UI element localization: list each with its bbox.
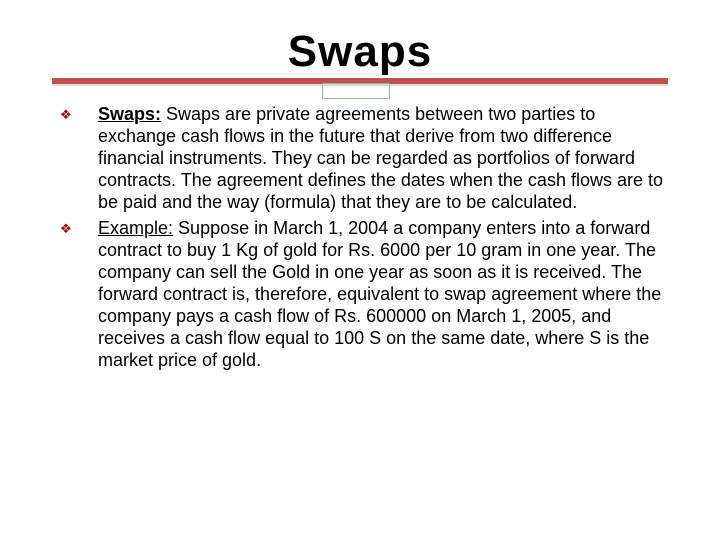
list-item: Swaps: Swaps are private agreements betw…	[52, 104, 668, 214]
rule-green-box	[322, 83, 390, 99]
bullet-text: Suppose in March 1, 2004 a company enter…	[98, 218, 661, 370]
bullet-lead: Example:	[98, 218, 173, 238]
bullet-text: Swaps are private agreements between two…	[98, 104, 663, 212]
bullet-lead: Swaps:	[98, 104, 161, 124]
slide-title: Swaps	[288, 28, 432, 76]
content-area: Swaps: Swaps are private agreements betw…	[36, 104, 684, 371]
slide: Swaps Swaps: Swaps are private agreement…	[0, 0, 720, 540]
list-item: Example: Suppose in March 1, 2004 a comp…	[52, 218, 668, 372]
bullet-list: Swaps: Swaps are private agreements betw…	[52, 104, 668, 371]
title-container: Swaps	[36, 28, 684, 76]
